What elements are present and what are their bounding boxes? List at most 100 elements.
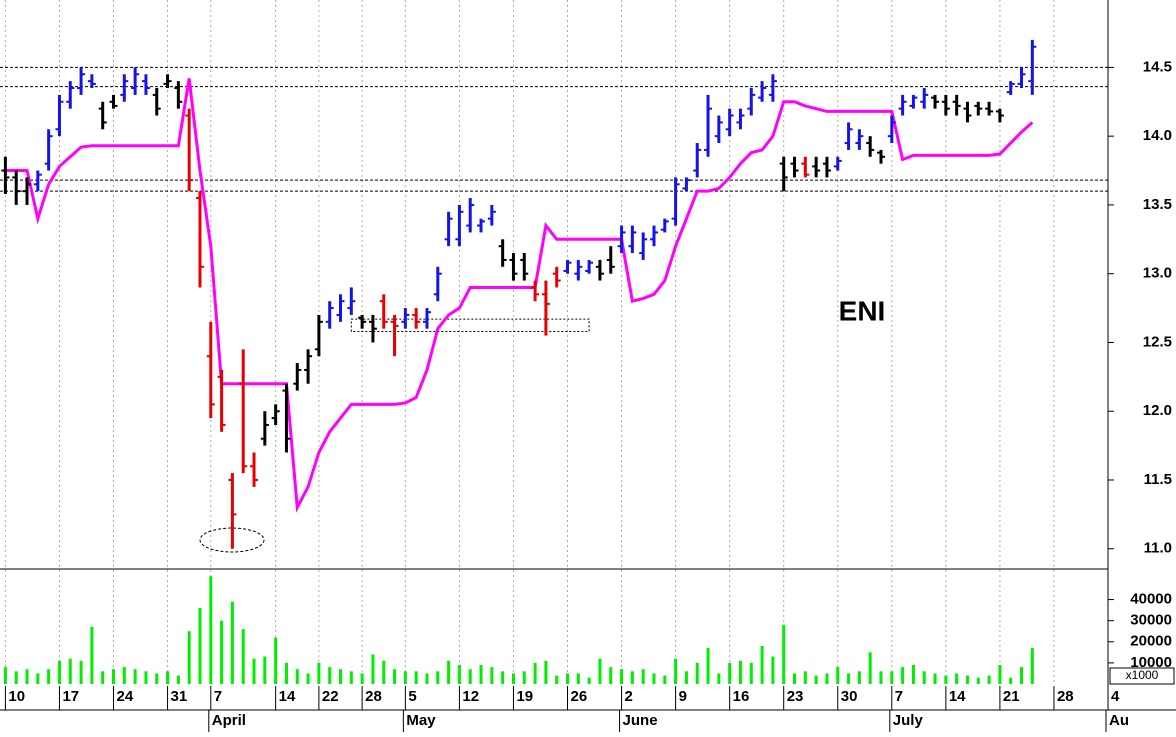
volume-bar xyxy=(663,675,667,684)
y-tick-label: 10000 xyxy=(1130,654,1172,671)
month-label: Au xyxy=(1109,712,1129,729)
volume-bar xyxy=(371,654,375,684)
x-tick-label: 16 xyxy=(733,688,750,705)
volume-bar xyxy=(630,671,634,684)
volume-bar xyxy=(857,671,861,684)
x-tick-label: 30 xyxy=(841,688,858,705)
volume-bar xyxy=(695,662,699,684)
volume-bar xyxy=(814,675,818,684)
x-tick-label: 10 xyxy=(8,688,25,705)
volume-bar xyxy=(3,667,7,684)
x-tick-label: 23 xyxy=(787,688,804,705)
volume-bar xyxy=(793,673,797,684)
volume-bar xyxy=(414,671,418,684)
y-tick-label: 20000 xyxy=(1130,633,1172,650)
volume-bar xyxy=(760,646,764,684)
volume-bar xyxy=(922,671,926,684)
x-tick-label: 19 xyxy=(516,688,533,705)
volume-bar xyxy=(252,658,256,684)
volume-bar xyxy=(360,673,364,684)
volume-bar xyxy=(684,671,688,684)
volume-bar xyxy=(566,673,570,684)
volume-bar xyxy=(241,629,245,684)
volume-bar xyxy=(425,673,429,684)
volume-bar xyxy=(674,658,678,684)
x-tick-label: 28 xyxy=(365,688,382,705)
volume-bar xyxy=(328,667,332,684)
x-tick-label: 7 xyxy=(895,688,903,705)
unit-label: x1000 xyxy=(1126,668,1159,682)
volume-bar xyxy=(771,656,775,684)
month-label: July xyxy=(893,712,924,729)
volume-bar xyxy=(144,671,148,684)
volume-bar xyxy=(706,648,710,684)
volume-bar xyxy=(976,677,980,684)
volume-bar xyxy=(457,665,461,684)
volume-bar xyxy=(1030,648,1034,684)
volume-bar xyxy=(284,662,288,684)
volume-bar xyxy=(274,637,278,684)
volume-bar xyxy=(641,669,645,684)
y-tick-label: 13.0 xyxy=(1143,265,1172,282)
volume-bar xyxy=(555,675,559,684)
x-tick-label: 22 xyxy=(322,688,339,705)
volume-bar xyxy=(738,660,742,684)
volume-bar xyxy=(728,662,732,684)
volume-bar xyxy=(803,671,807,684)
x-tick-label: 17 xyxy=(62,688,79,705)
volume-bar xyxy=(198,608,202,684)
volume-bar xyxy=(79,660,83,684)
volume-bar xyxy=(468,669,472,684)
volume-bar xyxy=(890,671,894,684)
volume-bar xyxy=(122,667,126,684)
x-tick-label: 12 xyxy=(462,688,479,705)
unit-box xyxy=(1109,667,1175,685)
volume-bar xyxy=(447,660,451,684)
volume-bar xyxy=(501,671,505,684)
volume-bar xyxy=(576,673,580,684)
x-tick-label: 4 xyxy=(1111,688,1120,705)
volume-bar xyxy=(187,631,191,684)
volume-bar xyxy=(782,624,786,684)
highlight-ellipse xyxy=(199,527,265,553)
volume-bar xyxy=(749,662,753,684)
volume-bar xyxy=(598,658,602,684)
volume-bar xyxy=(176,675,180,684)
volume-bar xyxy=(609,667,613,684)
chart-title: ENI xyxy=(839,295,886,326)
y-tick-label: 11.0 xyxy=(1144,540,1172,557)
x-tick-label: 2 xyxy=(625,688,633,705)
volume-bar xyxy=(47,669,51,684)
y-tick-label: 30000 xyxy=(1130,612,1172,629)
zone-box xyxy=(350,318,590,332)
volume-bar xyxy=(933,673,937,684)
x-tick-label: 14 xyxy=(279,688,296,705)
volume-bar xyxy=(825,673,829,684)
volume-bar xyxy=(717,673,721,684)
y-tick-label: 14.5 xyxy=(1143,58,1172,75)
volume-bar xyxy=(166,671,170,684)
y-tick-label: 13.5 xyxy=(1143,196,1172,213)
volume-bar xyxy=(25,669,29,684)
volume-bar xyxy=(868,652,872,684)
volume-bar xyxy=(101,671,105,684)
volume-bar xyxy=(349,671,353,684)
volume-bar xyxy=(987,675,991,684)
volume-bar xyxy=(511,673,515,684)
volume-bar xyxy=(965,675,969,684)
volume-bar xyxy=(36,673,40,684)
volume-bar xyxy=(652,673,656,684)
x-tick-label: 26 xyxy=(571,688,588,705)
volume-bar xyxy=(133,669,137,684)
x-tick-label: 24 xyxy=(117,688,134,705)
volume-bar xyxy=(998,665,1002,684)
volume-bar xyxy=(544,660,548,684)
volume-bar xyxy=(382,660,386,684)
volume-bar xyxy=(620,669,624,684)
volume-bar xyxy=(14,671,18,684)
volume-bar xyxy=(479,665,483,684)
volume-bar xyxy=(944,675,948,684)
volume-bar xyxy=(879,671,883,684)
volume-bar xyxy=(955,673,959,684)
